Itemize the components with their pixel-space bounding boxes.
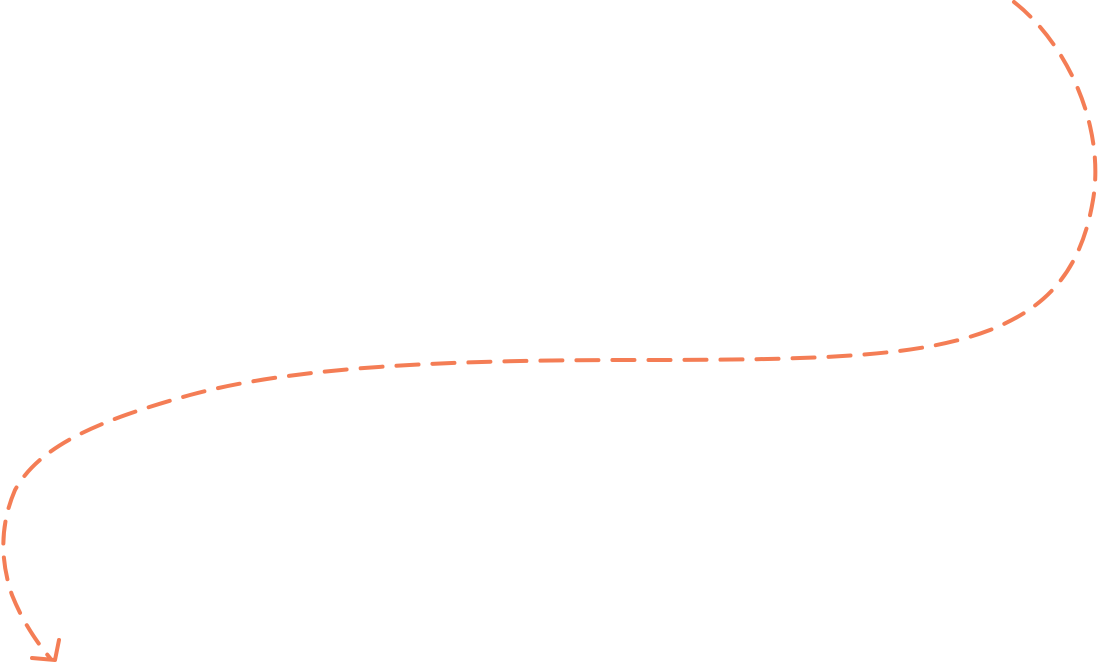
arrowhead-icon bbox=[30, 638, 61, 662]
